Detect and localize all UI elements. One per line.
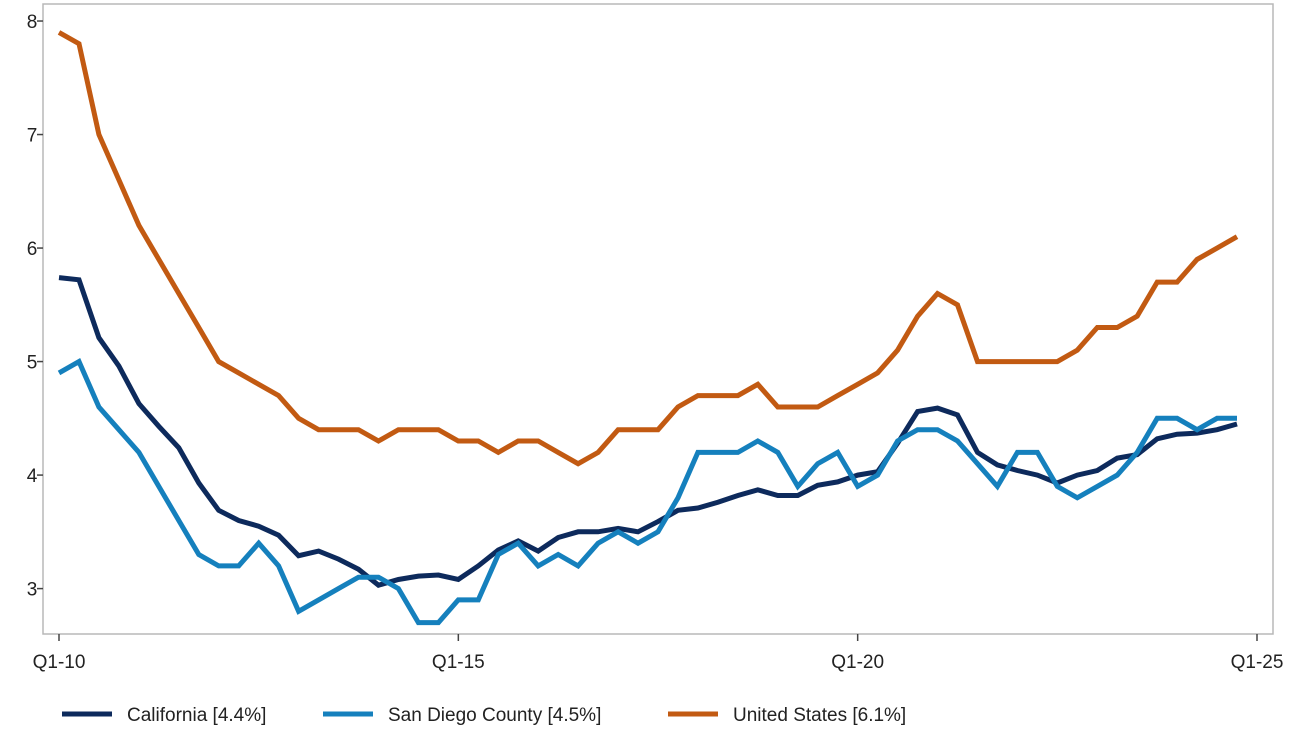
plot-frame <box>42 3 1274 635</box>
x-tick-label: Q1-20 <box>831 652 884 673</box>
axis-layer: 3 4 5 6 7 8 Q1-10 Q1-15 Q1-20 Q1-25 <box>27 12 1284 673</box>
legend-label-california: California [4.4%] <box>127 705 266 726</box>
y-tick-label: 4 <box>27 466 38 487</box>
legend-label-united-states: United States [6.1%] <box>733 705 906 726</box>
x-tick-label: Q1-25 <box>1231 652 1284 673</box>
series-line-california <box>58 275 1238 588</box>
y-tick-label: 8 <box>27 12 38 33</box>
legend-label-san-diego-county: San Diego County [4.5%] <box>388 705 601 726</box>
legend-item-united-states: United States [6.1%] <box>668 705 906 726</box>
x-tick-label: Q1-15 <box>432 652 485 673</box>
legend-item-california: California [4.4%] <box>62 705 266 726</box>
y-tick-label: 3 <box>27 580 38 601</box>
series-line-san-diego-county <box>57 358 1237 626</box>
y-tick-label: 7 <box>27 126 38 147</box>
series-layer <box>57 30 1239 626</box>
legend: California [4.4%] San Diego County [4.5%… <box>62 705 906 726</box>
series-line-united-states <box>57 30 1239 467</box>
y-tick-label: 6 <box>27 239 38 260</box>
x-tick-label: Q1-10 <box>33 652 86 673</box>
y-tick-label: 5 <box>27 353 38 374</box>
legend-item-san-diego-county: San Diego County [4.5%] <box>323 705 601 726</box>
